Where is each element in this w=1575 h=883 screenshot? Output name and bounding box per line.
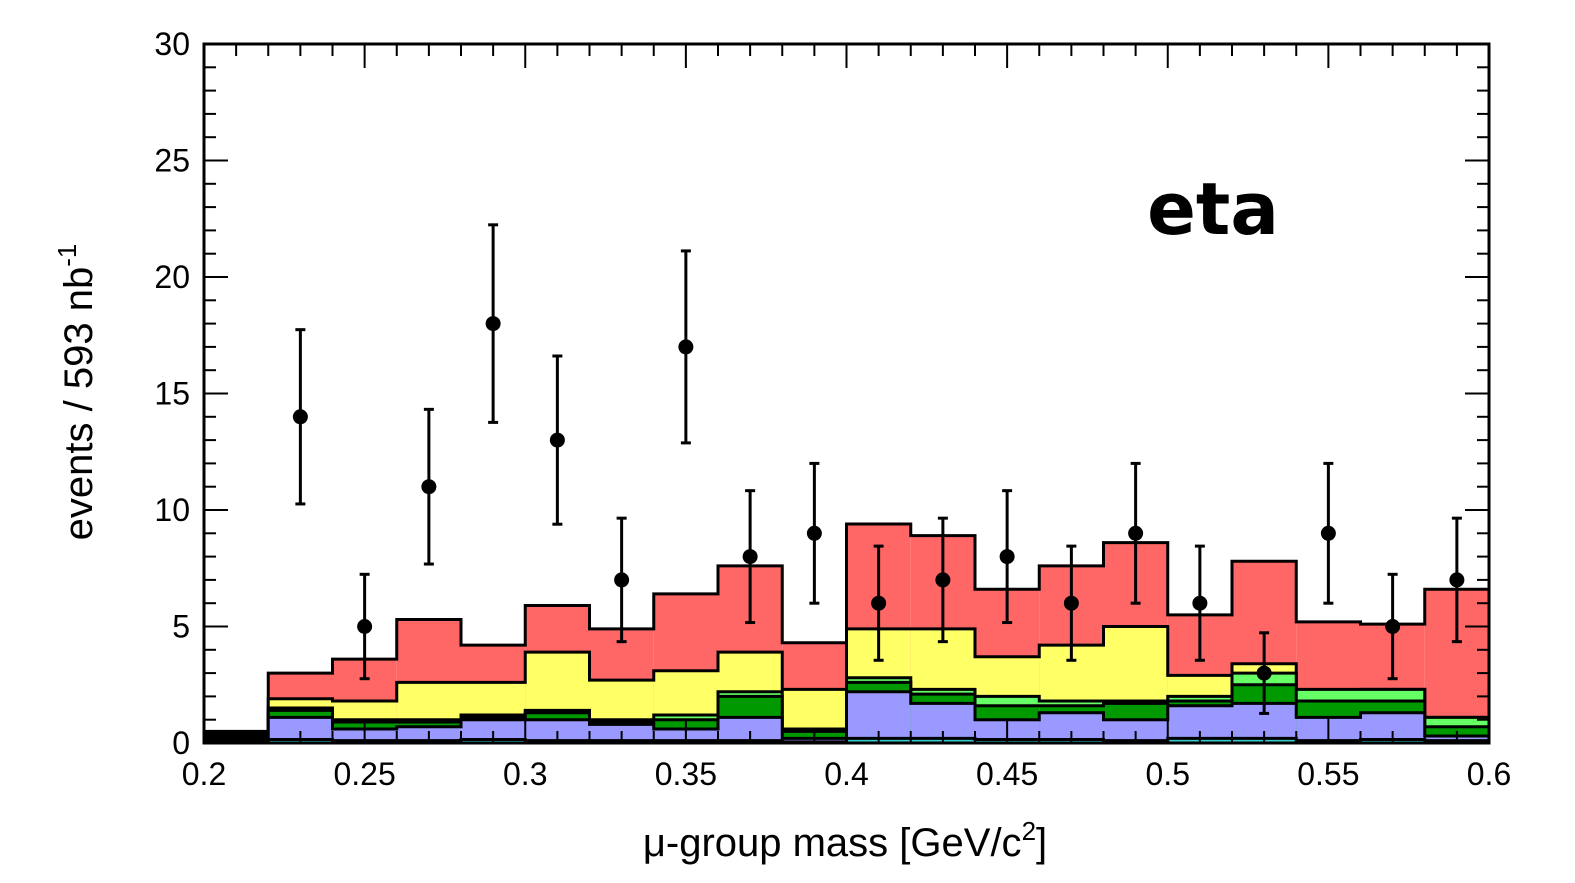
x-tick-label: 0.25	[333, 756, 395, 792]
y-tick-label: 20	[154, 259, 190, 295]
data-point	[292, 328, 308, 506]
data-point	[806, 461, 822, 605]
y-axis-title-sup: -1	[52, 244, 82, 267]
data-marker	[1192, 595, 1208, 611]
y-tick-label: 25	[154, 143, 190, 179]
data-point	[871, 544, 887, 662]
x-tick-label: 0.35	[655, 756, 717, 792]
y-axis-title-main: events / 593 nb	[57, 267, 101, 541]
x-axis-title: μ-group mass [GeV/c2]	[643, 816, 1047, 865]
axes: 0.2 0.25 0.3 0.35 0.4 0.45 0.5 0.55 0.6 0 5 10 15 20 2…	[154, 26, 1511, 792]
data-marker	[614, 572, 630, 588]
data-point	[614, 516, 630, 644]
x-axis-title-main: μ-group mass [GeV/c	[643, 821, 1022, 865]
data-marker	[357, 619, 373, 634]
data-point	[935, 516, 951, 644]
data-marker	[1320, 525, 1336, 541]
x-tick-label: 0.5	[1146, 756, 1190, 792]
data-marker	[549, 432, 565, 448]
data-marker	[935, 572, 951, 588]
data-point	[1320, 461, 1336, 605]
stack-outline-4	[202, 690, 1491, 743]
y-tick-label: 10	[154, 492, 190, 528]
data-marker	[1128, 525, 1144, 541]
data-point	[1449, 516, 1465, 644]
data-point	[1385, 572, 1401, 681]
data-marker	[999, 549, 1015, 565]
data-point	[357, 572, 373, 681]
data-marker	[806, 525, 822, 541]
data-point	[1063, 544, 1079, 662]
y-tick-label: 5	[172, 609, 190, 645]
data-point	[549, 354, 565, 526]
data-marker	[678, 339, 694, 355]
data-point	[742, 489, 758, 625]
x-tick-label: 0.55	[1297, 756, 1359, 792]
x-axis-title-sup: 2	[1022, 816, 1036, 846]
data-marker	[421, 479, 437, 495]
data-point	[678, 249, 694, 445]
x-axis-title-end: ]	[1036, 821, 1047, 865]
y-tick-label: 15	[154, 376, 190, 412]
data-point	[1256, 631, 1272, 715]
data-point	[421, 407, 437, 566]
data-marker	[1449, 572, 1465, 588]
x-tick-label: 0.2	[182, 756, 226, 792]
data-marker	[1063, 595, 1079, 611]
x-tick-label: 0.6	[1467, 756, 1511, 792]
data-marker	[742, 549, 758, 565]
y-tick-label: 0	[172, 725, 190, 761]
data-points	[292, 223, 1465, 715]
data-marker	[1256, 665, 1272, 681]
data-point	[1128, 461, 1144, 605]
data-marker	[871, 595, 887, 611]
data-point	[485, 223, 501, 424]
data-marker	[292, 409, 308, 425]
data-marker	[1385, 619, 1401, 634]
data-point	[1192, 544, 1208, 662]
x-tick-label: 0.3	[503, 756, 547, 792]
stack-outline-0	[202, 522, 1491, 743]
chart-annotation: eta	[1147, 167, 1279, 251]
x-tick-label: 0.4	[824, 756, 868, 792]
y-tick-label: 30	[154, 26, 190, 62]
y-axis-title: events / 593 nb-1	[52, 244, 101, 541]
x-tick-label: 0.45	[976, 756, 1038, 792]
data-marker	[485, 316, 501, 332]
data-point	[999, 489, 1015, 625]
